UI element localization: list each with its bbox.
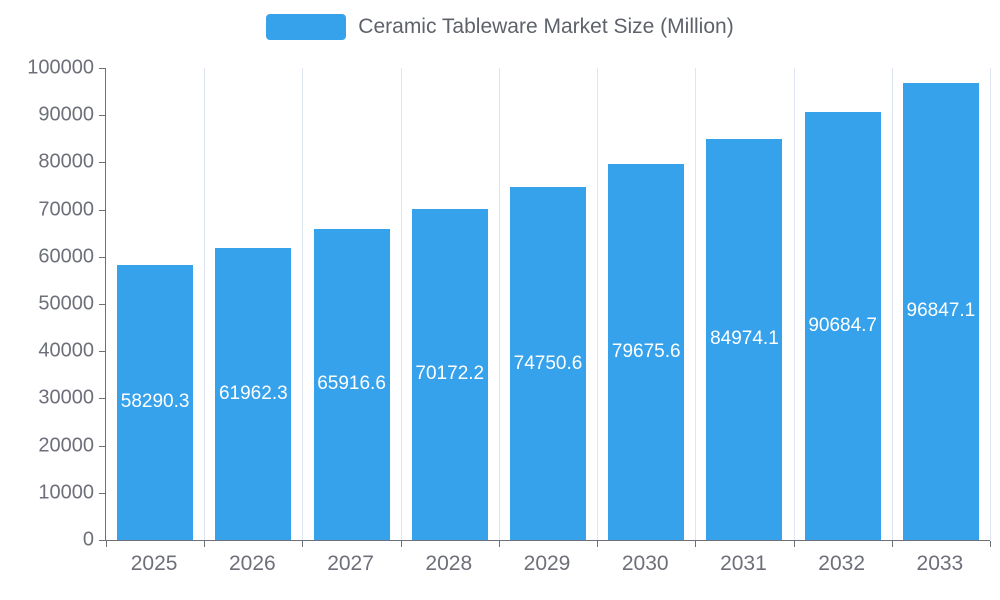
plot-area: 58290.3 61962.3 65916.6 70172.2 74750.6 79675… <box>99 68 991 547</box>
gridline <box>498 68 500 540</box>
bar-value-label: 96847.1 <box>906 300 976 322</box>
gridline <box>204 68 206 540</box>
bar-2029[interactable]: 74750.6 <box>510 187 586 540</box>
y-axis-tick <box>99 115 105 117</box>
y-tick-label: 10000 <box>38 481 94 504</box>
y-tick-label: 70000 <box>38 198 94 221</box>
y-tick-label: 20000 <box>38 434 94 457</box>
y-axis: 0 10000 20000 30000 40000 50000 60000 70000 8000… <box>0 57 94 551</box>
x-axis-tick <box>597 541 599 547</box>
bar-2031[interactable]: 84974.1 <box>706 138 783 540</box>
y-tick-label: 90000 <box>38 103 94 126</box>
x-axis-tick <box>990 541 991 547</box>
gridline <box>793 68 795 540</box>
y-tick-label: 30000 <box>38 386 94 409</box>
y-axis-tick <box>99 445 105 447</box>
gridline <box>695 68 697 540</box>
x-axis-tick <box>204 541 206 547</box>
bar-value-label: 58290.3 <box>120 391 190 413</box>
x-tick-label-2031: 2031 <box>720 552 767 575</box>
gridline <box>400 68 402 540</box>
y-axis-tick <box>99 209 105 211</box>
x-axis-tick <box>891 541 893 547</box>
bar-value-label: 79675.6 <box>611 340 681 362</box>
y-axis-tick <box>99 492 105 494</box>
y-tick-label: 60000 <box>38 245 94 268</box>
bar-value-label: 90684.7 <box>808 314 877 336</box>
y-tick-label: 50000 <box>38 292 94 315</box>
y-axis-tick <box>99 162 105 164</box>
bar-2028[interactable]: 70172.2 <box>411 208 488 540</box>
x-axis-tick <box>695 541 697 547</box>
x-tick-label-2033: 2033 <box>916 552 964 575</box>
x-axis-tick <box>793 541 795 547</box>
y-tick-label: 80000 <box>38 150 94 173</box>
bar-2027[interactable]: 65916.6 <box>313 228 390 540</box>
y-axis-tick <box>99 398 105 400</box>
bar-value-label: 70172.2 <box>415 363 485 385</box>
bar-2032[interactable]: 90684.7 <box>804 111 881 540</box>
x-axis-tick <box>302 541 304 547</box>
y-axis-tick <box>99 68 105 69</box>
legend-item[interactable]: Ceramic Tableware Market Size (Million) <box>0 14 1000 40</box>
bar-2025[interactable]: 58290.3 <box>117 264 194 540</box>
bar-2030[interactable]: 79675.6 <box>608 163 685 540</box>
x-tick-label-2025: 2025 <box>130 552 178 575</box>
x-tick-label-2029: 2029 <box>523 552 571 575</box>
x-axis-tick <box>498 541 500 547</box>
bar-value-label: 74750.6 <box>513 352 583 374</box>
x-tick-label-2030: 2030 <box>621 552 669 575</box>
x-axis-tick <box>400 541 402 547</box>
bar-2026[interactable]: 61962.3 <box>215 247 292 540</box>
gridline <box>990 68 991 540</box>
y-tick-label: 0 <box>82 528 94 551</box>
bar-value-label: 65916.6 <box>317 373 386 395</box>
x-axis-tick <box>106 541 107 547</box>
bar-2033[interactable]: 96847.1 <box>902 82 979 540</box>
y-axis-tick <box>99 304 105 305</box>
x-tick-label-2032: 2032 <box>818 552 866 575</box>
x-axis: 2025 2026 2027 2028 2029 2030 2031 2032 2033 <box>105 552 989 582</box>
bar-value-label: 61962.3 <box>218 382 288 404</box>
y-axis-tick <box>99 351 105 353</box>
gridline <box>302 68 304 540</box>
y-tick-label: 100000 <box>27 56 94 79</box>
legend-label: Ceramic Tableware Market Size (Million) <box>358 15 734 38</box>
x-tick-label-2028: 2028 <box>425 552 473 575</box>
gridline <box>597 68 599 540</box>
y-axis-tick <box>99 256 105 258</box>
bar-value-label: 84974.1 <box>710 328 779 350</box>
x-tick-label-2026: 2026 <box>228 552 276 575</box>
legend-swatch-icon <box>266 14 347 40</box>
y-axis-tick <box>99 540 105 541</box>
x-tick-label-2027: 2027 <box>327 552 374 575</box>
y-tick-label: 40000 <box>38 339 94 362</box>
gridline <box>891 68 893 540</box>
